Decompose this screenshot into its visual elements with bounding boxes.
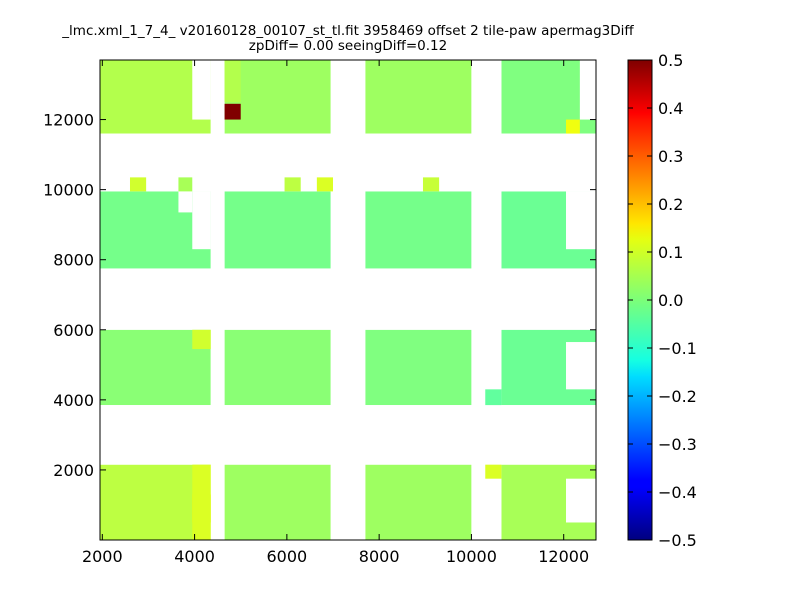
colorbar-tick-label: −0.2 <box>658 387 697 406</box>
y-tick-label: 2000 <box>53 461 94 480</box>
coverage-gap <box>178 191 193 213</box>
colorbar-tick-label: 0.2 <box>658 195 683 214</box>
coverage-gap <box>566 478 596 523</box>
colorbar-tick-label: −0.4 <box>658 483 697 502</box>
colorbar-tick-label: 0.0 <box>658 291 683 310</box>
x-tick-label: 6000 <box>267 547 308 566</box>
coverage-gap <box>566 342 596 390</box>
x-tick-label: 8000 <box>359 547 400 566</box>
colorbar-tick-label: −0.1 <box>658 339 697 358</box>
plot-area <box>100 60 596 540</box>
tile-block <box>224 329 331 406</box>
colorbar-tick-label: 0.3 <box>658 147 683 166</box>
heatmap-cell <box>284 177 301 192</box>
heatmap-cell <box>422 177 440 192</box>
coverage-gap <box>485 60 502 390</box>
coverage-gap <box>192 60 211 120</box>
tile-block <box>365 60 472 134</box>
coverage-gap <box>100 268 596 330</box>
colorbar-tick-label: 0.4 <box>658 99 683 118</box>
tile-block <box>224 464 331 540</box>
coverage-gap <box>100 133 596 192</box>
plot-frame <box>99 59 597 541</box>
colorbar-tick-label: 0.1 <box>658 243 683 262</box>
heatmap-cell <box>566 119 580 134</box>
chart-title-line-1: _lmc.xml_1_7_4_ v20160128_00107_st_tl.fi… <box>62 23 634 39</box>
heatmap-cell <box>224 60 241 103</box>
tile-block <box>224 60 331 134</box>
y-tick-label: 12000 <box>43 111 94 130</box>
y-tick-label: 4000 <box>53 391 94 410</box>
x-tick-label: 10000 <box>446 547 497 566</box>
heatmap-cell <box>485 464 502 479</box>
x-tick-label: 2000 <box>82 547 123 566</box>
coverage-gap <box>579 60 596 120</box>
colorbar-tick-label: −0.5 <box>658 531 697 550</box>
heatmap-cell <box>316 177 334 192</box>
chart-title-line-2: zpDiff= 0.00 seeingDiff=0.12 <box>248 38 448 54</box>
coverage-gap <box>100 405 596 465</box>
tile-block <box>365 329 472 406</box>
coverage-gap <box>566 191 596 250</box>
coverage-gap <box>192 191 211 250</box>
heatmap-cell <box>192 464 211 540</box>
y-tick-label: 10000 <box>43 181 94 200</box>
heatmap-cell <box>192 329 211 350</box>
x-tick-label: 12000 <box>538 547 589 566</box>
colorbar-tick-label: 0.5 <box>658 51 683 70</box>
heatmap-cell <box>129 177 147 192</box>
y-tick-label: 6000 <box>53 321 94 340</box>
heatmap-cell <box>485 389 502 406</box>
heatmap-cell <box>178 177 193 192</box>
y-tick-label: 8000 <box>53 251 94 270</box>
chart-title: _lmc.xml_1_7_4_ v20160128_00107_st_tl.fi… <box>0 24 696 54</box>
colorbar-tick-label: −0.3 <box>658 435 697 454</box>
heatmap-cell <box>224 103 241 120</box>
colorbar: 0.5 0.4 0.3 0.2 0.1 0.0 −0.1 −0.2 −0.3 −0.4 −0.5 <box>627 51 697 550</box>
coverage-gap <box>485 478 502 540</box>
tile-block <box>365 191 472 269</box>
tile-block <box>365 464 472 540</box>
x-tick-label: 4000 <box>174 547 215 566</box>
tile-block <box>224 191 331 269</box>
axis-ticks: 2000 4000 6000 8000 10000 12000 2000 4000 6000 80… <box>43 60 596 566</box>
